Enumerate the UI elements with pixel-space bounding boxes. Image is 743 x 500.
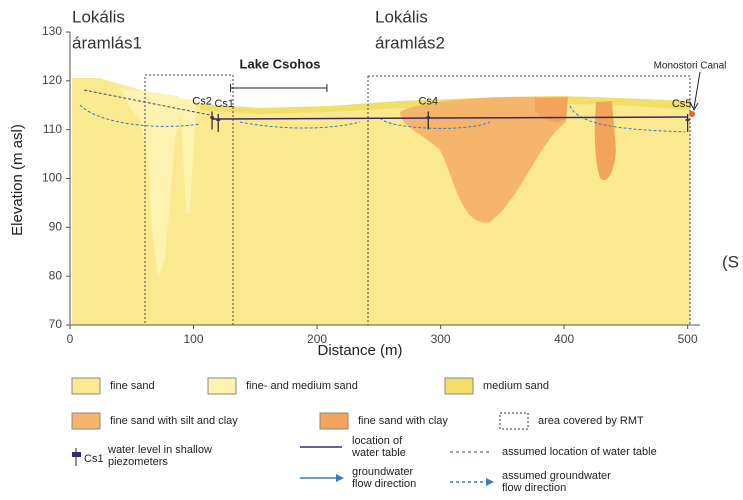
y-tick-label: 120 bbox=[42, 73, 62, 87]
annotation: Lokális bbox=[375, 7, 428, 26]
legend-label: groundwater bbox=[352, 466, 413, 478]
piezometer-label: Cs2 bbox=[192, 95, 212, 107]
piezometer-label: Cs5 bbox=[672, 98, 692, 110]
legend-swatch bbox=[500, 413, 528, 429]
x-tick-label: 100 bbox=[184, 332, 204, 346]
piezometer-label: Cs4 bbox=[418, 95, 438, 107]
figure: Distance (m) Elevation (m asl) Lokális á… bbox=[0, 0, 743, 500]
legend-label: fine sand with silt and clay bbox=[110, 415, 238, 427]
legend-swatch bbox=[486, 478, 494, 486]
legend-swatch bbox=[336, 474, 344, 482]
legend-label: assumed location of water table bbox=[502, 446, 657, 458]
y-tick-label: 110 bbox=[43, 122, 62, 136]
legend-swatch bbox=[445, 378, 473, 394]
legend-label: location of bbox=[352, 435, 403, 447]
canal-arrow bbox=[690, 72, 700, 110]
legend-label: flow direction bbox=[352, 478, 416, 490]
legend-label: piezometers bbox=[108, 456, 168, 468]
legend-swatch bbox=[208, 378, 236, 394]
legend-label: fine- and medium sand bbox=[246, 380, 358, 392]
lake-label: Lake Csohos bbox=[240, 56, 321, 71]
x-tick-label: 400 bbox=[554, 332, 574, 346]
annotation: áramlás1 bbox=[72, 33, 142, 52]
annotation: (S bbox=[722, 252, 739, 271]
legend-label: fine sand with clay bbox=[358, 415, 448, 427]
lake-extent bbox=[231, 84, 327, 92]
legend-label: fine sand bbox=[110, 380, 155, 392]
y-tick-label: 100 bbox=[42, 171, 62, 185]
legend-swatch bbox=[72, 378, 100, 394]
legend-label: area covered by RMT bbox=[538, 415, 644, 427]
x-axis-label: Distance (m) bbox=[317, 342, 402, 359]
annotation: áramlás2 bbox=[375, 33, 445, 52]
y-tick-label: 80 bbox=[49, 268, 63, 282]
legend-swatch bbox=[320, 413, 348, 429]
y-tick-label: 70 bbox=[49, 317, 63, 331]
legend-label: water level in shallow bbox=[107, 444, 212, 456]
x-tick-label: 300 bbox=[431, 332, 451, 346]
y-tick-label: 90 bbox=[49, 220, 63, 234]
canal-label: Monostori Canal bbox=[654, 61, 727, 72]
legend-marker: Cs1 bbox=[84, 453, 104, 465]
y-axis-label: Elevation (m asl) bbox=[9, 124, 26, 236]
y-tick-label: 130 bbox=[42, 24, 62, 38]
canal-marker bbox=[689, 111, 695, 117]
x-tick-label: 0 bbox=[67, 332, 74, 346]
clay-column bbox=[595, 101, 616, 180]
legend-label: assumed groundwater bbox=[502, 470, 611, 482]
annotation: Lokális bbox=[72, 7, 125, 26]
legend-label: flow direction bbox=[502, 482, 566, 494]
x-tick-label: 500 bbox=[678, 332, 698, 346]
layers bbox=[72, 75, 690, 325]
legend-label: medium sand bbox=[483, 380, 549, 392]
piezometer-label: Cs1 bbox=[214, 98, 234, 110]
legend-label: water table bbox=[351, 447, 406, 459]
legend-swatch bbox=[72, 452, 81, 457]
x-tick-label: 200 bbox=[307, 332, 327, 346]
legend-swatch bbox=[72, 413, 100, 429]
